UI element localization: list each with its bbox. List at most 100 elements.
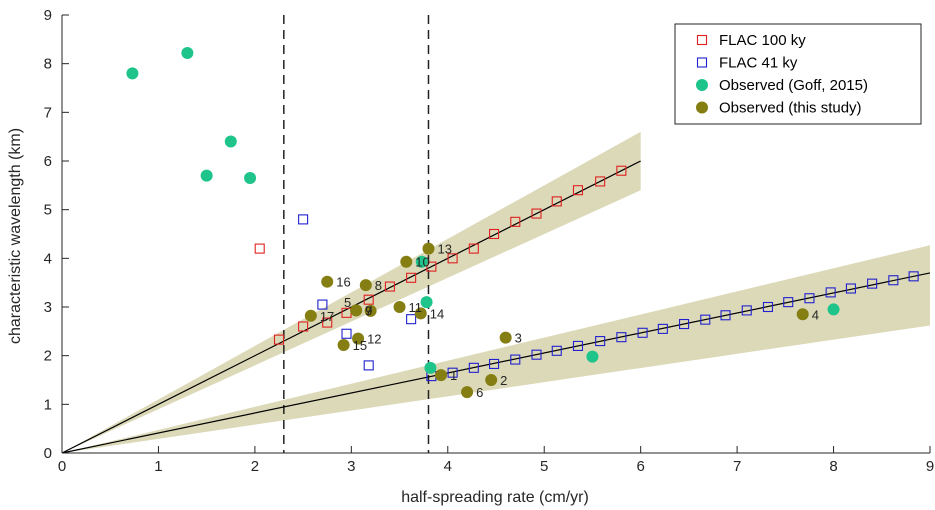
x-tick-label: 2 xyxy=(251,458,259,475)
point-label-16: 16 xyxy=(336,275,350,290)
flac-100-ky-point xyxy=(468,243,479,254)
legend-entry-label: FLAC 41 ky xyxy=(719,55,798,72)
y-tick-label: 2 xyxy=(44,348,52,365)
y-tick-label: 7 xyxy=(44,104,52,121)
point-label-7: 7 xyxy=(365,303,372,318)
observed-goff-2015-point xyxy=(827,303,840,316)
flac-100-ky-point xyxy=(510,216,521,227)
confidence-bands xyxy=(62,131,930,454)
flac-41-ky-point xyxy=(510,354,521,365)
flac-100-ky-point xyxy=(363,294,374,305)
observed-this-study-point xyxy=(422,242,435,255)
point-label-14: 14 xyxy=(430,306,444,321)
y-tick-label: 6 xyxy=(44,153,52,170)
flac-100-ky-point xyxy=(254,243,265,254)
x-tick-label: 3 xyxy=(347,458,355,475)
flac-100-ky-point xyxy=(406,272,417,283)
y-tick-label: 5 xyxy=(44,202,52,219)
observed-this-study-point xyxy=(359,279,372,292)
flac-41-ky-point xyxy=(888,275,899,286)
observed-this-study-point xyxy=(796,308,809,321)
observed-this-study-point xyxy=(364,304,377,317)
legend-marker xyxy=(696,101,708,114)
observed-this-study-point xyxy=(321,275,334,288)
observed-this-study-point xyxy=(400,255,413,268)
flac-41-ky-point xyxy=(468,362,479,373)
observed-this-study-point xyxy=(352,332,365,345)
legend-entry-label: Observed (Goff, 2015) xyxy=(719,77,868,94)
flac-41-ky-point xyxy=(317,299,328,310)
observed-goff-2015-point xyxy=(181,46,194,59)
flac-41-ky-point xyxy=(825,287,836,298)
point-label-12: 12 xyxy=(367,332,381,347)
data-points xyxy=(126,46,919,399)
flac-41-ky-point xyxy=(867,278,878,289)
flac-100-ky-point xyxy=(384,281,395,292)
legend-marker xyxy=(696,34,708,46)
point-label-6: 6 xyxy=(476,385,483,400)
flac-41-ky-point xyxy=(551,345,562,356)
point-label-10: 10 xyxy=(415,255,429,270)
flac-41-ky-point xyxy=(762,301,774,313)
confidence-band-2 xyxy=(62,245,930,453)
flac-41-ky-point xyxy=(637,327,648,338)
flac-100-ky-point xyxy=(551,196,562,207)
point-label-11: 11 xyxy=(409,300,423,315)
x-tick-label: 0 xyxy=(58,458,66,475)
flac-41-ky-point xyxy=(489,358,500,369)
legend-entry-label: FLAC 100 ky xyxy=(719,32,806,49)
point-label-9: 9 xyxy=(365,303,372,318)
point-label-4: 4 xyxy=(812,307,819,322)
y-tick-label: 4 xyxy=(44,250,52,267)
flac-41-ky-point xyxy=(531,349,542,360)
point-label-3: 3 xyxy=(515,331,522,346)
observed-this-study-point xyxy=(414,307,427,320)
flac-41-ky-point xyxy=(783,297,794,308)
observed-goff-2015-point xyxy=(244,172,257,185)
observed-this-study-point xyxy=(350,304,363,317)
observed-this-study-point xyxy=(485,374,498,386)
flac-41-ky-point xyxy=(616,332,627,343)
x-tick-label: 1 xyxy=(154,458,162,475)
observed-goff-2015-point xyxy=(224,135,237,148)
y-tick-label: 3 xyxy=(44,299,52,316)
y-tick-label: 8 xyxy=(44,56,52,73)
flac-100-ky-point xyxy=(616,165,627,176)
x-tick-label: 7 xyxy=(733,458,741,475)
observed-this-study-point xyxy=(461,386,474,399)
observed-this-study-point xyxy=(499,331,512,344)
x-axis-label: half-spreading rate (cm/yr) xyxy=(401,489,589,506)
legend-box xyxy=(674,23,922,125)
flac-100-ky-point xyxy=(531,208,542,219)
flac-41-ky-point xyxy=(845,283,856,294)
flac-41-ky-point xyxy=(363,360,374,371)
dashed-reference-lines xyxy=(283,15,430,453)
flac-41-ky-point xyxy=(447,367,458,378)
x-tick-label: 5 xyxy=(540,458,548,475)
legend: FLAC 100 ky FLAC 41 ky Observed (Goff, 201… xyxy=(674,23,922,125)
observed-goff-2015-point xyxy=(415,255,428,268)
point-label-15: 15 xyxy=(353,338,367,353)
observed-goff-2015-point xyxy=(420,296,433,309)
y-tick-label: 9 xyxy=(44,7,52,24)
x-tick-label: 8 xyxy=(829,458,837,475)
flac-41-ky-point xyxy=(298,214,309,225)
observed-goff-2015-point xyxy=(424,361,437,374)
x-tick-label: 4 xyxy=(444,458,452,475)
x-tick-label: 9 xyxy=(926,458,934,475)
flac-100-ky-point xyxy=(595,176,606,187)
observed-goff-2015-point xyxy=(200,169,213,182)
flac-41-ky-point xyxy=(595,336,606,347)
point-label-17: 17 xyxy=(320,309,334,324)
flac-100-ky-point xyxy=(322,317,333,328)
observed-this-study-point xyxy=(393,301,406,313)
flac-100-ky-point xyxy=(447,253,458,264)
point-label-1: 1 xyxy=(450,368,457,383)
observed-this-study-point xyxy=(304,309,317,322)
flac-100-ky-point xyxy=(572,185,584,196)
flac-100-ky-point xyxy=(426,261,437,272)
flac-41-ky-point xyxy=(741,305,752,316)
flac-41-ky-point xyxy=(700,314,711,325)
